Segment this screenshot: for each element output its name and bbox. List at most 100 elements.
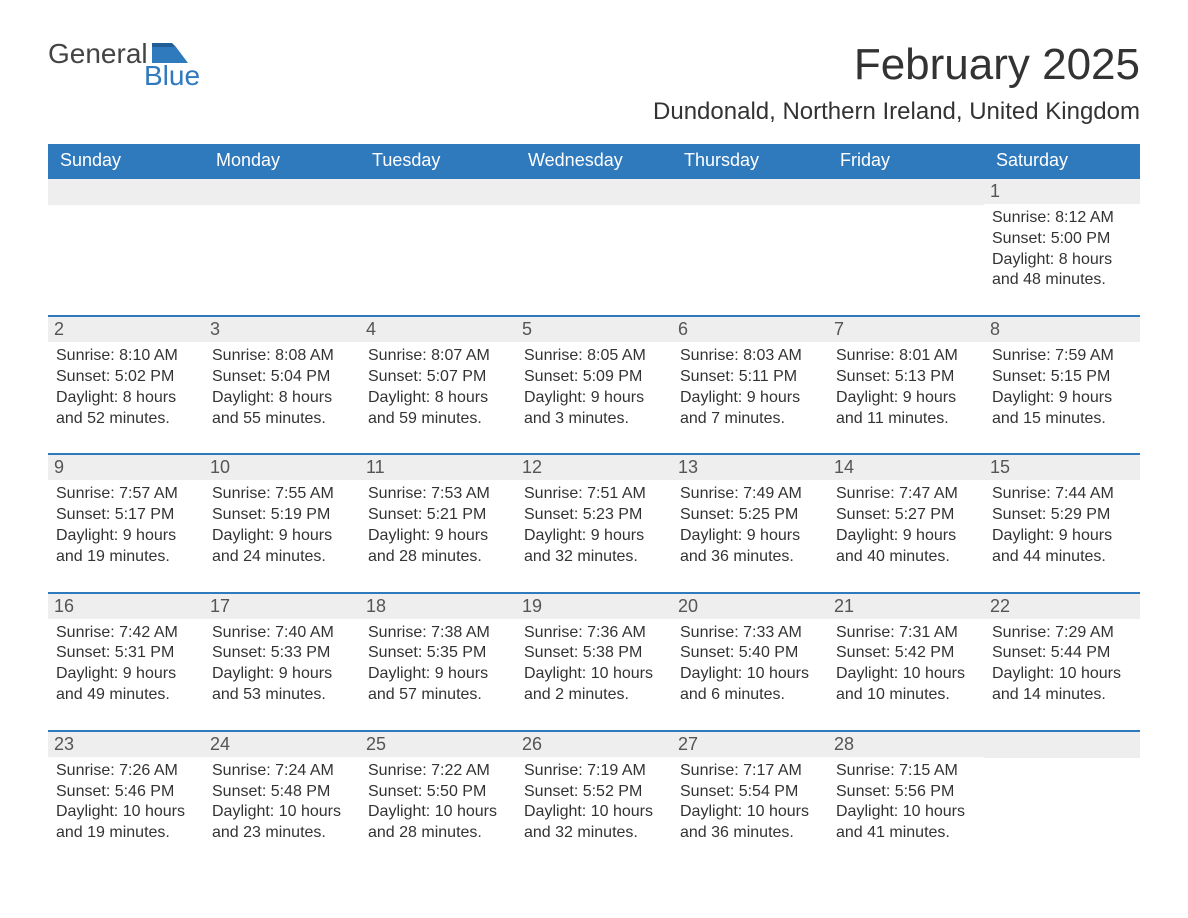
day-number: 23 bbox=[48, 732, 204, 757]
daylight: Daylight: 9 hours and 57 minutes. bbox=[368, 664, 508, 706]
sunrise: Sunrise: 7:29 AM bbox=[992, 623, 1132, 644]
daylight: Daylight: 10 hours and 2 minutes. bbox=[524, 664, 664, 706]
day-number: 19 bbox=[516, 594, 672, 619]
day-cell bbox=[516, 178, 672, 316]
day-header: Friday bbox=[828, 144, 984, 178]
day-number: 13 bbox=[672, 455, 828, 480]
sunrise: Sunrise: 7:44 AM bbox=[992, 484, 1132, 505]
day-detail: Sunrise: 7:26 AMSunset: 5:46 PMDaylight:… bbox=[56, 761, 196, 844]
day-cell bbox=[984, 731, 1140, 868]
day-cell: 9 Sunrise: 7:57 AMSunset: 5:17 PMDaylight… bbox=[48, 454, 204, 592]
day-detail: Sunrise: 7:31 AMSunset: 5:42 PMDaylight:… bbox=[836, 623, 976, 706]
sunset: Sunset: 5:17 PM bbox=[56, 505, 196, 526]
sunrise: Sunrise: 7:19 AM bbox=[524, 761, 664, 782]
daylight: Daylight: 10 hours and 19 minutes. bbox=[56, 802, 196, 844]
sunrise: Sunrise: 8:12 AM bbox=[992, 208, 1132, 229]
sunset: Sunset: 5:52 PM bbox=[524, 782, 664, 803]
day-cell: 27Sunrise: 7:17 AMSunset: 5:54 PMDayligh… bbox=[672, 731, 828, 868]
week-row: 1Sunrise: 8:12 AMSunset: 5:00 PMDaylight… bbox=[48, 178, 1140, 316]
daylight: Daylight: 10 hours and 41 minutes. bbox=[836, 802, 976, 844]
daylight: Daylight: 8 hours and 52 minutes. bbox=[56, 388, 196, 430]
day-number: 6 bbox=[672, 317, 828, 342]
day-number: 8 bbox=[984, 317, 1140, 342]
day-number: 5 bbox=[516, 317, 672, 342]
sunset: Sunset: 5:38 PM bbox=[524, 643, 664, 664]
daylight: Daylight: 9 hours and 40 minutes. bbox=[836, 526, 976, 568]
day-cell: 16Sunrise: 7:42 AMSunset: 5:31 PMDayligh… bbox=[48, 593, 204, 731]
day-header: Tuesday bbox=[360, 144, 516, 178]
logo: General Blue bbox=[48, 40, 200, 90]
logo-text-2: Blue bbox=[144, 62, 200, 90]
day-cell: 17Sunrise: 7:40 AMSunset: 5:33 PMDayligh… bbox=[204, 593, 360, 731]
sunrise: Sunrise: 7:47 AM bbox=[836, 484, 976, 505]
day-number: 12 bbox=[516, 455, 672, 480]
day-cell: 13Sunrise: 7:49 AMSunset: 5:25 PMDayligh… bbox=[672, 454, 828, 592]
day-detail: Sunrise: 7:55 AMSunset: 5:19 PMDaylight:… bbox=[212, 484, 352, 567]
day-detail: Sunrise: 8:01 AMSunset: 5:13 PMDaylight:… bbox=[836, 346, 976, 429]
daylight: Daylight: 9 hours and 7 minutes. bbox=[680, 388, 820, 430]
sunrise: Sunrise: 8:10 AM bbox=[56, 346, 196, 367]
sunset: Sunset: 5:44 PM bbox=[992, 643, 1132, 664]
daylight: Daylight: 9 hours and 49 minutes. bbox=[56, 664, 196, 706]
day-cell: 26Sunrise: 7:19 AMSunset: 5:52 PMDayligh… bbox=[516, 731, 672, 868]
daylight: Daylight: 9 hours and 36 minutes. bbox=[680, 526, 820, 568]
day-number bbox=[48, 179, 204, 205]
day-detail: Sunrise: 8:08 AMSunset: 5:04 PMDaylight:… bbox=[212, 346, 352, 429]
title-block: February 2025 Dundonald, Northern Irelan… bbox=[653, 40, 1140, 126]
sunrise: Sunrise: 7:24 AM bbox=[212, 761, 352, 782]
day-detail: Sunrise: 7:59 AMSunset: 5:15 PMDaylight:… bbox=[992, 346, 1132, 429]
day-cell: 24Sunrise: 7:24 AMSunset: 5:48 PMDayligh… bbox=[204, 731, 360, 868]
day-cell: 25Sunrise: 7:22 AMSunset: 5:50 PMDayligh… bbox=[360, 731, 516, 868]
sunset: Sunset: 5:29 PM bbox=[992, 505, 1132, 526]
day-header: Thursday bbox=[672, 144, 828, 178]
day-cell: 10Sunrise: 7:55 AMSunset: 5:19 PMDayligh… bbox=[204, 454, 360, 592]
sunset: Sunset: 5:23 PM bbox=[524, 505, 664, 526]
sunrise: Sunrise: 7:38 AM bbox=[368, 623, 508, 644]
daylight: Daylight: 9 hours and 32 minutes. bbox=[524, 526, 664, 568]
daylight: Daylight: 9 hours and 53 minutes. bbox=[212, 664, 352, 706]
sunset: Sunset: 5:02 PM bbox=[56, 367, 196, 388]
sunrise: Sunrise: 7:33 AM bbox=[680, 623, 820, 644]
day-detail: Sunrise: 7:42 AMSunset: 5:31 PMDaylight:… bbox=[56, 623, 196, 706]
logo-text-1: General bbox=[48, 40, 148, 68]
sunset: Sunset: 5:21 PM bbox=[368, 505, 508, 526]
daylight: Daylight: 10 hours and 28 minutes. bbox=[368, 802, 508, 844]
day-number: 11 bbox=[360, 455, 516, 480]
day-header: Sunday bbox=[48, 144, 204, 178]
day-detail: Sunrise: 7:36 AMSunset: 5:38 PMDaylight:… bbox=[524, 623, 664, 706]
sunrise: Sunrise: 7:26 AM bbox=[56, 761, 196, 782]
daylight: Daylight: 9 hours and 19 minutes. bbox=[56, 526, 196, 568]
sunset: Sunset: 5:54 PM bbox=[680, 782, 820, 803]
day-detail: Sunrise: 7:29 AMSunset: 5:44 PMDaylight:… bbox=[992, 623, 1132, 706]
sunset: Sunset: 5:13 PM bbox=[836, 367, 976, 388]
day-detail: Sunrise: 8:10 AMSunset: 5:02 PMDaylight:… bbox=[56, 346, 196, 429]
day-number: 24 bbox=[204, 732, 360, 757]
daylight: Daylight: 10 hours and 23 minutes. bbox=[212, 802, 352, 844]
day-cell bbox=[828, 178, 984, 316]
day-number: 7 bbox=[828, 317, 984, 342]
day-cell: 7 Sunrise: 8:01 AMSunset: 5:13 PMDaylight… bbox=[828, 316, 984, 454]
day-number bbox=[204, 179, 360, 205]
day-cell: 8 Sunrise: 7:59 AMSunset: 5:15 PMDaylight… bbox=[984, 316, 1140, 454]
daylight: Daylight: 8 hours and 55 minutes. bbox=[212, 388, 352, 430]
day-cell: 12Sunrise: 7:51 AMSunset: 5:23 PMDayligh… bbox=[516, 454, 672, 592]
daylight: Daylight: 10 hours and 32 minutes. bbox=[524, 802, 664, 844]
sunset: Sunset: 5:09 PM bbox=[524, 367, 664, 388]
day-number: 9 bbox=[48, 455, 204, 480]
sunrise: Sunrise: 7:57 AM bbox=[56, 484, 196, 505]
day-number: 14 bbox=[828, 455, 984, 480]
daylight: Daylight: 8 hours and 48 minutes. bbox=[992, 250, 1132, 292]
day-number bbox=[984, 732, 1140, 758]
day-cell bbox=[48, 178, 204, 316]
week-row: 23 Sunrise: 7:26 AMSunset: 5:46 PMDayligh… bbox=[48, 731, 1140, 868]
week-row: 2Sunrise: 8:10 AMSunset: 5:02 PMDaylight… bbox=[48, 316, 1140, 454]
sunrise: Sunrise: 8:03 AM bbox=[680, 346, 820, 367]
daylight: Daylight: 10 hours and 6 minutes. bbox=[680, 664, 820, 706]
day-detail: Sunrise: 8:03 AMSunset: 5:11 PMDaylight:… bbox=[680, 346, 820, 429]
calendar-table: SundayMondayTuesdayWednesdayThursdayFrid… bbox=[48, 144, 1140, 868]
sunset: Sunset: 5:07 PM bbox=[368, 367, 508, 388]
day-number bbox=[828, 179, 984, 205]
day-cell: 20Sunrise: 7:33 AMSunset: 5:40 PMDayligh… bbox=[672, 593, 828, 731]
day-cell bbox=[672, 178, 828, 316]
sunrise: Sunrise: 8:08 AM bbox=[212, 346, 352, 367]
